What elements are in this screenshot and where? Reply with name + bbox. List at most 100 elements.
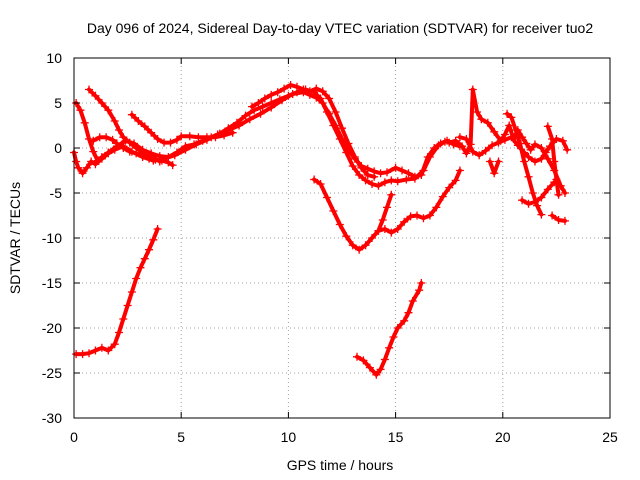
data-point [537, 193, 546, 202]
data-point [376, 169, 385, 178]
data-point [361, 241, 370, 250]
data-point [348, 162, 357, 170]
data-point [455, 133, 464, 142]
data-point [224, 124, 233, 133]
data-point [350, 153, 359, 161]
y-tick-label: 5 [54, 95, 62, 111]
series-line [355, 281, 424, 377]
data-point [104, 106, 113, 115]
data-point [402, 175, 411, 184]
data-point [78, 169, 87, 178]
data-point [211, 133, 220, 142]
data-point [490, 169, 499, 178]
data-point [145, 245, 154, 254]
data-point [177, 132, 186, 141]
data-point [119, 133, 128, 142]
data-point [125, 147, 134, 156]
data-point [140, 122, 149, 131]
data-point [378, 216, 387, 224]
y-tick-label: -20 [42, 320, 62, 336]
data-point [524, 153, 533, 161]
data-point [451, 136, 460, 145]
data-point [387, 228, 396, 237]
data-point [558, 136, 567, 145]
x-tick-label: 0 [70, 429, 78, 445]
data-point [530, 157, 539, 166]
data-point [451, 176, 460, 185]
data-point [511, 126, 520, 134]
data-point [355, 245, 364, 254]
data-point [329, 121, 338, 130]
data-point [393, 177, 402, 186]
data-point [228, 128, 237, 137]
data-point [368, 234, 377, 242]
data-point [434, 141, 443, 150]
data-point [267, 90, 276, 99]
data-point [372, 370, 381, 379]
data-point [445, 138, 454, 147]
data-point [357, 163, 366, 172]
data-point [359, 356, 368, 365]
data-point [104, 148, 113, 157]
data-point [541, 148, 550, 157]
data-point [91, 346, 100, 355]
data-point [530, 198, 539, 206]
data-point [380, 355, 389, 364]
data-point [417, 279, 426, 287]
data-point [85, 85, 94, 94]
data-point [380, 225, 389, 233]
data-point [361, 176, 370, 185]
data-point [432, 203, 441, 212]
data-point [353, 352, 362, 361]
data-point [125, 138, 134, 147]
data-point [363, 171, 372, 179]
data-point [503, 109, 512, 118]
data-point [102, 133, 111, 142]
data-point [149, 235, 158, 244]
data-point [104, 346, 113, 355]
data-point [316, 94, 325, 103]
data-point [260, 94, 269, 103]
data-point [518, 196, 527, 205]
data-point [185, 132, 194, 141]
data-point [368, 180, 377, 188]
data-point [537, 144, 546, 152]
data-point [524, 172, 533, 181]
data-point [406, 212, 415, 221]
y-tick-label: -30 [42, 410, 62, 426]
y-tick-label: -25 [42, 365, 62, 381]
data-point [560, 216, 569, 225]
data-point [530, 140, 539, 149]
data-point [391, 163, 400, 172]
data-point [172, 135, 181, 144]
axes: 0 5 10 15 20 25 -30 -25 -20 -15 -10 -5 0 5 10 [42, 50, 618, 445]
data-point [473, 108, 482, 116]
data-point [415, 286, 424, 295]
data-point [462, 149, 471, 158]
data-point [74, 163, 83, 172]
data-point [524, 199, 533, 208]
data-point [166, 138, 175, 147]
data-point [87, 157, 96, 166]
data-point [115, 126, 124, 134]
data-point [284, 91, 293, 100]
data-point [194, 133, 203, 142]
data-point [425, 211, 434, 220]
series-pass-e [89, 133, 177, 170]
series-pass-n [485, 157, 503, 178]
data-point [153, 135, 162, 143]
data-point [543, 185, 552, 194]
data-point [115, 328, 124, 337]
data-point [220, 131, 229, 140]
data-point [89, 147, 98, 156]
data-point [365, 363, 374, 372]
data-point [136, 263, 145, 272]
data-point [380, 178, 389, 187]
series-pass-d [127, 110, 237, 147]
data-point [475, 151, 484, 160]
data-point [398, 166, 407, 175]
data-point [400, 316, 409, 325]
data-point [181, 142, 190, 151]
data-point [172, 148, 181, 157]
data-point [408, 297, 417, 305]
